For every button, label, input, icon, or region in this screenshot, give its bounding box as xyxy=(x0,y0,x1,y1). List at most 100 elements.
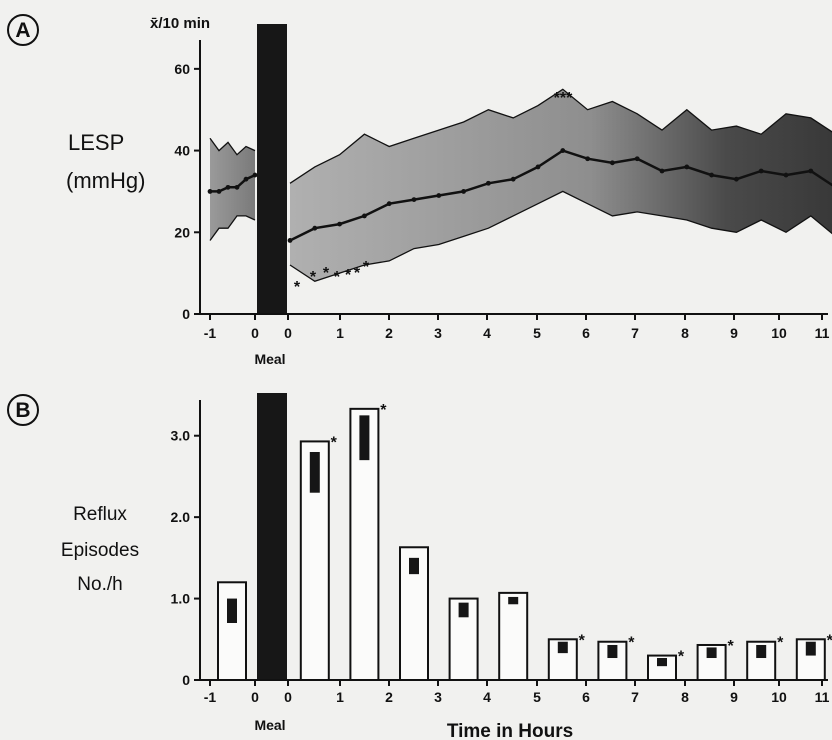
panel-a-x-tick-label: 9 xyxy=(730,325,738,341)
post-meal-mean-point xyxy=(659,168,665,174)
panel-a-chart: A x̄/10 min LESP (mmHg) 0 20 40 60 -1 0 0 1 2 3 4 5… xyxy=(7,14,832,367)
reflux-bar-star: * xyxy=(727,638,734,655)
post-meal-mean-point xyxy=(461,189,466,194)
panel-b-chart: B Reflux Episodes No./h * * * * * * * * 0 1.0 2.0… xyxy=(7,393,832,740)
post-meal-mean-point xyxy=(436,193,442,198)
panel-a-letter: A xyxy=(15,19,30,42)
post-meal-mean-point xyxy=(486,180,491,186)
panel-b-x-tick-label: 4 xyxy=(483,689,491,705)
panel-a-meal-bar xyxy=(257,24,287,314)
post-meal-mean-point xyxy=(411,197,417,203)
pre-meal-lower-line xyxy=(209,215,256,241)
panel-a-letter-circle xyxy=(7,14,39,46)
panel-a-significance-star: * xyxy=(345,267,352,284)
post-meal-mean-point xyxy=(783,172,789,178)
panel-b-x-tick-label: 8 xyxy=(681,689,689,705)
panel-a-meal-label: Meal xyxy=(254,351,285,367)
panel-b-xlabel: Time in Hours xyxy=(447,721,573,740)
panel-b-x-tick-label: 7 xyxy=(631,689,639,705)
panel-a-x-tick-label: 7 xyxy=(631,325,639,341)
post-meal-upper-line xyxy=(289,88,832,184)
panel-b-letter-circle xyxy=(7,394,39,426)
reflux-bar-star: * xyxy=(827,632,832,649)
panel-a-x-tick-label: 5 xyxy=(533,325,541,341)
panel-b-x-tick-label: 0 xyxy=(251,689,259,705)
pre-meal-sem-band xyxy=(210,138,255,241)
post-meal-mean-point xyxy=(337,221,342,227)
pre-meal-mean-point xyxy=(252,172,258,178)
panel-b-x-tick-label: 2 xyxy=(385,689,393,705)
reflux-bar xyxy=(399,546,429,681)
reflux-bar-star: * xyxy=(777,635,784,652)
post-meal-mean-point xyxy=(312,225,318,231)
reflux-bar-sem xyxy=(458,602,469,618)
panel-a-x-tick-label: 3 xyxy=(434,325,442,341)
panel-a-x-tick-label: 10 xyxy=(771,325,787,341)
panel-a-x-tick-label: 0 xyxy=(284,325,292,341)
panel-a-significance-star: * xyxy=(334,269,341,286)
reflux-bar-sem xyxy=(508,596,519,605)
panel-b-x-tick-label: 1 xyxy=(336,689,344,705)
reflux-bar-star: * xyxy=(628,635,635,652)
panel-b-x-tick-label: 11 xyxy=(815,689,830,705)
panel-a-ylabel-line1: LESP xyxy=(68,130,124,155)
reflux-bar-sem xyxy=(359,415,370,461)
panel-a-x-tick-label: -1 xyxy=(204,325,217,341)
panel-a-y-tick-label: 60 xyxy=(174,61,190,77)
post-meal-mean-point xyxy=(386,201,392,207)
panel-b-x-tick-label: 10 xyxy=(771,689,787,705)
panel-a-significance-star: * xyxy=(354,265,361,282)
post-meal-mean-point xyxy=(535,164,541,170)
panel-a-significance-star: * xyxy=(294,279,301,296)
panel-b-x-tick-label: -1 xyxy=(204,689,217,705)
pre-meal-mean-point xyxy=(225,184,231,190)
pre-meal-mean-point xyxy=(243,176,249,182)
pre-meal-mean-point xyxy=(216,189,222,194)
reflux-bar-star: * xyxy=(380,402,387,419)
post-meal-mean-point xyxy=(709,172,714,178)
panel-b-ylabel-line1: Reflux xyxy=(73,504,127,525)
reflux-bar-sem xyxy=(409,557,419,575)
panel-a-x-tick-label: 6 xyxy=(582,325,590,341)
panel-b-x-tick-label: 9 xyxy=(730,689,738,705)
reflux-bar-sem xyxy=(557,641,568,654)
panel-a-significance-star: * xyxy=(310,269,317,286)
panel-b-x-tick-label: 5 xyxy=(533,689,541,705)
pre-meal-mean-point xyxy=(207,189,213,194)
panel-a-x-tick-label: 2 xyxy=(385,325,393,341)
reflux-bar-star: * xyxy=(678,649,685,666)
panel-b-y-tick-label: 3.0 xyxy=(171,428,191,444)
post-meal-mean-point xyxy=(610,160,615,166)
post-meal-mean-point xyxy=(808,168,814,174)
panel-b-meal-bar xyxy=(257,393,287,680)
panel-b-ylabel-line2: Episodes xyxy=(61,540,139,561)
reflux-bar xyxy=(217,581,247,681)
post-meal-mean-point xyxy=(287,238,293,243)
panel-b-x-tick-label: 6 xyxy=(582,689,590,705)
reflux-bar-sem xyxy=(607,644,618,659)
panel-b-ylabel-line3: No./h xyxy=(77,574,122,595)
post-meal-mean-point xyxy=(510,176,516,182)
post-meal-mean-point xyxy=(734,176,739,182)
panel-b-y-tick-label: 1.0 xyxy=(171,591,191,607)
panel-a-ylabel-line2: (mmHg) xyxy=(66,168,145,193)
post-meal-mean-point xyxy=(585,156,590,162)
post-meal-mean-point xyxy=(362,213,367,219)
panel-a-x-tick-label: 8 xyxy=(681,325,689,341)
pre-meal-upper-line xyxy=(209,137,256,156)
reflux-bar xyxy=(498,591,529,681)
reflux-bar xyxy=(349,407,380,681)
post-meal-lower-line xyxy=(289,190,832,283)
reflux-bar-star: * xyxy=(331,434,338,451)
panel-a-significance-star: * xyxy=(363,259,370,276)
panel-b-x-tick-label: 3 xyxy=(434,689,442,705)
post-meal-mean-point xyxy=(684,164,690,170)
panel-b-y-tick-label: 0 xyxy=(182,672,190,688)
post-meal-mean-point xyxy=(634,156,640,162)
reflux-bar-sem xyxy=(706,647,717,659)
panel-a-y-tick-label: 0 xyxy=(182,306,190,322)
panel-b-y-tick-label: 2.0 xyxy=(171,509,191,525)
panel-a-significance-star: *** xyxy=(554,90,573,107)
panel-b-letter: B xyxy=(15,399,30,422)
panel-a-significance-star: * xyxy=(323,265,330,282)
